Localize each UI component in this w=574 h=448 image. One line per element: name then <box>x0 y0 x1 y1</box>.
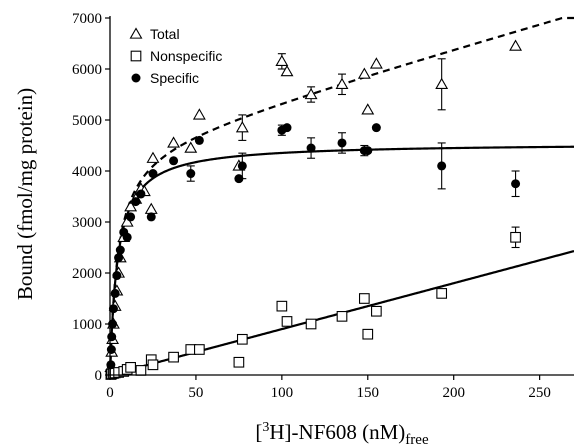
nonspecific-point <box>194 344 205 355</box>
nonspecific-point <box>510 231 521 243</box>
x-axis-title: [3H]-NF608 (nM)free <box>255 420 429 448</box>
specific-point <box>110 288 120 298</box>
specific-point <box>437 161 447 171</box>
specific-point <box>115 245 125 255</box>
total-point <box>192 108 206 120</box>
total-point <box>144 202 158 214</box>
y-tick-label: 6000 <box>72 62 102 78</box>
specific-point <box>371 123 381 133</box>
legend-label-specific: Specific <box>150 70 199 86</box>
legend-item-nonspecific: Nonspecific <box>130 48 222 64</box>
x-tick-label: 150 <box>357 385 380 401</box>
x-axis-title-subscript: free <box>405 432 429 448</box>
total-point <box>369 57 383 69</box>
total-point <box>146 151 160 163</box>
nonspecific-point <box>168 351 179 363</box>
x-tick-label: 200 <box>442 385 465 401</box>
nonspecific-point <box>281 316 293 327</box>
y-tick-label: 0 <box>95 368 103 384</box>
y-tick-label: 5000 <box>72 113 102 129</box>
total-point <box>304 87 318 100</box>
nonspecific-point <box>336 310 348 322</box>
specific-point <box>237 161 247 171</box>
y-tick-label: 7000 <box>72 11 102 27</box>
total-point <box>361 103 375 115</box>
total-point <box>435 77 449 89</box>
y-tick-label: 3000 <box>72 215 102 231</box>
legend-marker-nonspecific <box>130 50 142 62</box>
nonspecific-point <box>236 333 248 345</box>
nonspecific-point <box>371 305 382 317</box>
y-axis-title: Bound (fmol/mg protein) <box>13 88 37 300</box>
specific-point <box>131 197 141 207</box>
nonspecific-point <box>305 318 317 330</box>
axes: 0 1000 2000 3000 4000 5000 6000 7000 0 50 100 150 20… <box>72 11 574 401</box>
total-point <box>509 39 523 51</box>
total-point <box>235 121 249 133</box>
specific-point <box>107 332 117 342</box>
nonspecific-point <box>358 293 370 304</box>
x-axis-title-superscript: 3 <box>262 420 269 435</box>
specific-point <box>106 345 116 354</box>
nonspecific-point <box>147 359 159 371</box>
specific-point <box>122 232 132 242</box>
specific-point <box>306 143 316 153</box>
y-tick-label: 4000 <box>72 164 102 180</box>
total-point <box>275 54 289 67</box>
legend-marker-total <box>129 27 143 39</box>
specific-point <box>186 169 196 179</box>
legend-label-total: Total <box>150 26 180 42</box>
legend-item-specific: Specific <box>131 70 199 86</box>
nonspecific-point <box>135 365 147 376</box>
total-point <box>184 141 198 153</box>
x-tick-label: 0 <box>106 385 114 401</box>
specific-point <box>337 138 347 148</box>
legend-item-total: Total <box>129 26 180 42</box>
legend-label-nonspecific: Nonspecific <box>150 48 222 64</box>
fit-curve-specific <box>108 145 574 375</box>
specific-point <box>148 169 158 179</box>
nonspecific-point <box>233 356 245 368</box>
total-point <box>124 200 138 212</box>
x-tick-label: 100 <box>271 385 294 401</box>
specific-point <box>106 360 116 370</box>
nonspecific-point <box>276 300 288 312</box>
y-tick-label: 2000 <box>72 266 102 282</box>
specific-point <box>363 146 373 156</box>
nonspecific-point <box>362 328 374 340</box>
y-tick-label: 1000 <box>72 317 102 333</box>
series-specific <box>106 123 521 370</box>
total-point <box>167 136 181 148</box>
total-point <box>280 64 294 77</box>
specific-point <box>112 271 122 281</box>
total-point <box>357 67 371 79</box>
specific-point <box>136 189 146 199</box>
total-point <box>335 77 349 89</box>
x-axis-title-main: H]-NF608 (nM) <box>269 420 405 444</box>
series-nonspecific <box>105 226 521 380</box>
specific-point <box>146 212 156 222</box>
specific-point <box>126 212 136 222</box>
legend-marker-specific <box>131 73 141 83</box>
specific-point <box>169 156 179 166</box>
specific-point <box>282 123 292 133</box>
x-axis-title-bracket: [ <box>255 420 262 444</box>
specific-point <box>108 304 118 314</box>
nonspecific-point <box>125 361 136 373</box>
legend: Total Nonspecific Specific <box>129 26 222 86</box>
specific-point <box>114 253 124 263</box>
specific-point <box>194 135 204 145</box>
data-points <box>104 39 523 380</box>
specific-point <box>511 179 521 189</box>
x-tick-label: 250 <box>528 385 551 401</box>
x-tick-label: 50 <box>188 385 203 401</box>
nonspecific-point <box>436 288 448 299</box>
